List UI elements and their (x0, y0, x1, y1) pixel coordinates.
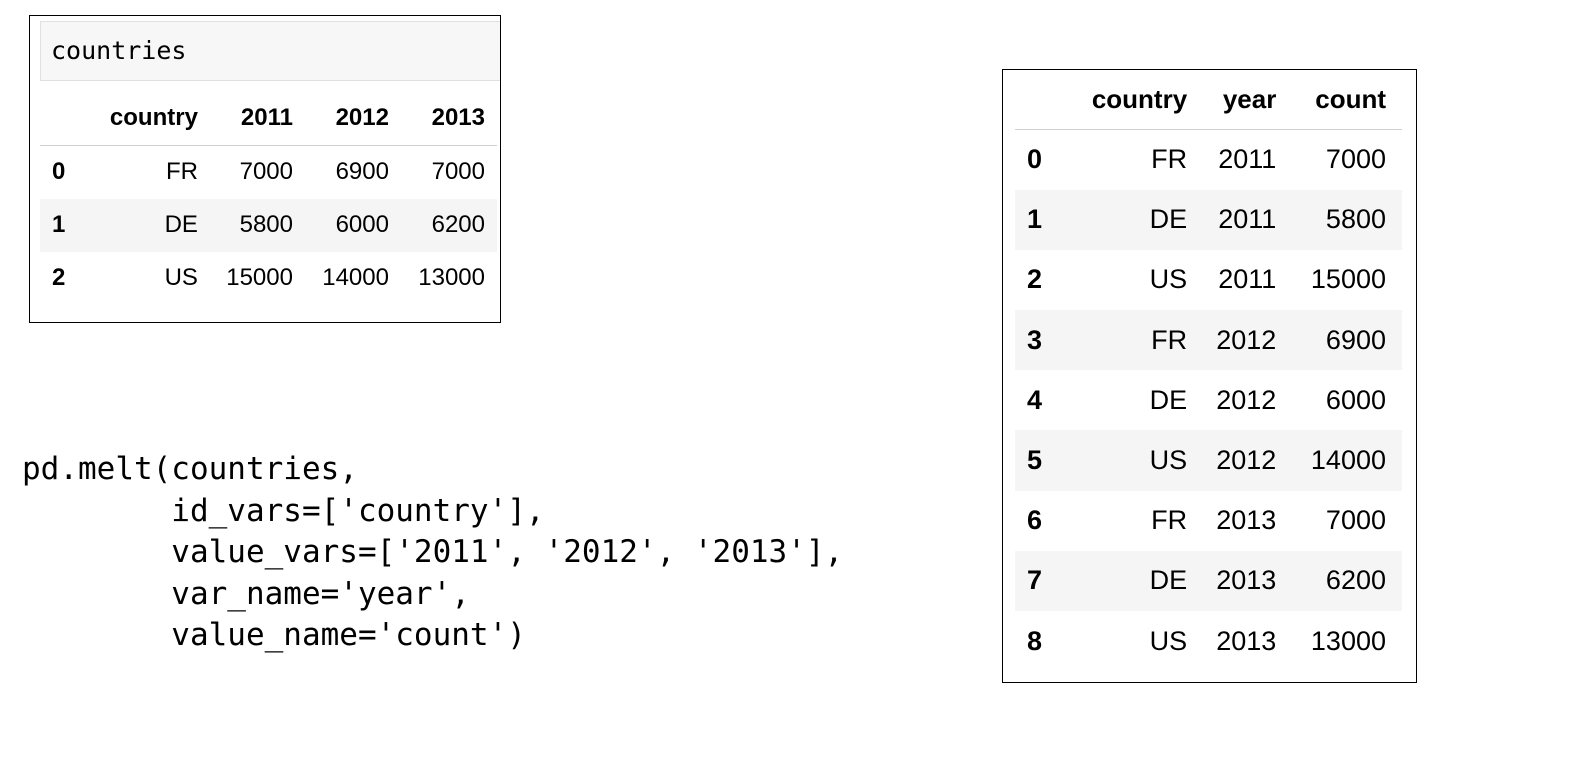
melt-code-snippet: pd.melt(countries, id_vars=['country'], … (22, 451, 844, 653)
cell-2012: 6000 (335, 211, 389, 238)
cell-count: 13000 (1310, 625, 1386, 656)
cell-count: 5800 (1325, 204, 1386, 235)
cell-country: DE (1149, 565, 1188, 596)
cell-count: 7000 (1325, 144, 1386, 175)
cell-country: FR (1151, 505, 1188, 536)
table-row: 8 US 2013 13000 (1015, 611, 1402, 671)
table-row: 0 FR 7000 6900 7000 (40, 146, 497, 199)
column-header-index (1015, 70, 1079, 130)
table-row: 6 FR 2013 7000 (1015, 491, 1402, 551)
table-header-row: country year count (1015, 70, 1402, 130)
cell-count: 6900 (1325, 324, 1386, 355)
countries-output-panel: countries country 2011 2012 2013 0 FR 70… (29, 15, 501, 323)
cell-2013: 7000 (431, 158, 485, 186)
cell-2011: 7000 (239, 158, 293, 186)
table-row: 2 US 15000 14000 13000 (40, 252, 497, 305)
cell-country: FR (1151, 324, 1188, 355)
cell-count: 7000 (1325, 505, 1386, 536)
cell-2011: 5800 (239, 211, 293, 238)
table-row: 2 US 2011 15000 (1015, 250, 1402, 310)
cell-2013: 6200 (431, 211, 485, 238)
cell-count: 15000 (1310, 264, 1386, 295)
row-index: 4 (1027, 384, 1043, 415)
cell-country: FR (1151, 144, 1188, 175)
row-index: 1 (52, 211, 66, 238)
column-header-index (40, 91, 105, 146)
cell-year: 2011 (1218, 264, 1277, 295)
cell-2013: 13000 (418, 264, 485, 291)
cell-country: DE (1149, 384, 1188, 415)
row-index: 6 (1027, 505, 1043, 536)
table-row: 7 DE 2013 6200 (1015, 550, 1402, 611)
table-row: 5 US 2012 14000 (1015, 430, 1402, 491)
table-row: 0 FR 2011 7000 (1015, 130, 1402, 190)
cell-country: DE (164, 211, 198, 238)
column-header-country: country (1078, 70, 1188, 130)
cell-2012: 6900 (335, 158, 389, 186)
row-index: 0 (1027, 144, 1043, 175)
row-index: 1 (1027, 204, 1043, 235)
cell-year: 2012 (1216, 445, 1277, 476)
cell-country: US (164, 264, 198, 291)
cell-year: 2011 (1218, 144, 1277, 175)
melted-dataframe: country year count 0 FR 2011 7000 1 DE 2… (1015, 70, 1402, 671)
table-row: 1 DE 2011 5800 (1015, 189, 1402, 250)
column-header-2012: 2012 (292, 91, 389, 146)
cell-year: 2012 (1216, 384, 1277, 415)
table-header-row: country 2011 2012 2013 (40, 91, 497, 146)
table-row: 3 FR 2012 6900 (1015, 310, 1402, 371)
cell-2011: 15000 (226, 264, 293, 291)
cell-country: FR (165, 158, 198, 186)
column-header-country: country (104, 91, 198, 146)
column-header-2013: 2013 (388, 91, 497, 146)
table-row: 1 DE 5800 6000 6200 (40, 198, 497, 252)
cell-year: 2012 (1216, 324, 1277, 355)
row-index: 2 (52, 264, 66, 291)
countries-dataframe: country 2011 2012 2013 0 FR 7000 6900 70… (40, 91, 497, 305)
melted-output-panel: country year count 0 FR 2011 7000 1 DE 2… (1002, 69, 1417, 683)
cell-year: 2013 (1216, 565, 1277, 596)
row-index: 7 (1027, 565, 1043, 596)
cell-count: 6200 (1325, 565, 1386, 596)
row-index: 2 (1027, 264, 1043, 295)
column-header-year: year (1187, 70, 1277, 130)
cell-country: US (1149, 445, 1188, 476)
cell-count: 14000 (1310, 445, 1386, 476)
cell-country: DE (1149, 204, 1188, 235)
row-index: 3 (1027, 324, 1043, 355)
cell-count: 6000 (1325, 384, 1386, 415)
cell-2012: 14000 (322, 264, 389, 291)
column-header-count: count (1276, 70, 1402, 130)
column-header-2011: 2011 (197, 91, 293, 146)
cell-country: US (1149, 264, 1188, 295)
row-index: 0 (52, 158, 66, 186)
cell-country: US (1149, 625, 1188, 656)
code-cell-input[interactable]: countries (40, 21, 500, 81)
cell-year: 2011 (1218, 204, 1277, 235)
cell-year: 2013 (1216, 625, 1277, 656)
cell-year: 2013 (1216, 505, 1277, 536)
row-index: 5 (1027, 445, 1043, 476)
row-index: 8 (1027, 625, 1043, 656)
table-row: 4 DE 2012 6000 (1015, 370, 1402, 430)
